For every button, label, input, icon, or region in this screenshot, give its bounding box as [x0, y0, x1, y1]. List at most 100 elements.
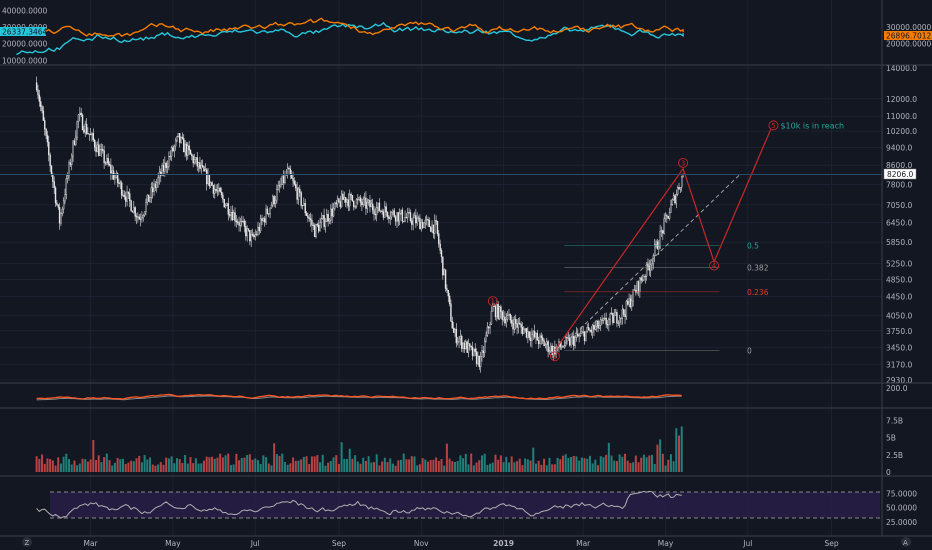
volume-bar: [240, 458, 243, 472]
volume-bar: [645, 457, 648, 472]
candle-body: [428, 219, 431, 228]
candle-body: [270, 204, 273, 209]
volume-bar: [559, 459, 562, 472]
candle-body: [359, 197, 362, 203]
candle-body: [49, 154, 51, 167]
candle-body: [361, 202, 363, 206]
volume-bar: [332, 457, 335, 472]
price-tick-label: 11000.0: [886, 112, 917, 121]
candle-body: [586, 327, 588, 332]
volume-bar: [86, 461, 89, 472]
scale-badge-right[interactable]: A: [901, 537, 911, 547]
volume-bar: [621, 456, 624, 472]
price-tick-label: 6450.0: [886, 219, 912, 228]
candle-body: [288, 167, 290, 170]
candle-body: [430, 226, 432, 232]
candle-body: [53, 181, 55, 188]
volume-bar: [124, 463, 127, 472]
volume-bar: [343, 458, 346, 472]
candle-body: [119, 182, 122, 184]
volume-bar: [68, 459, 71, 472]
price-tick-label: 3170.0: [886, 360, 912, 369]
volume-bar: [537, 460, 540, 472]
candle-body: [93, 139, 96, 148]
candle-body: [525, 328, 528, 338]
volume-bar: [405, 459, 408, 472]
volume-bar: [486, 464, 489, 472]
volume-bar: [259, 463, 262, 472]
volume-bar: [78, 463, 81, 472]
volume-bar: [46, 458, 49, 472]
candle-body: [659, 231, 661, 248]
candle-body: [274, 199, 277, 205]
x-tick-label: Mar: [84, 539, 99, 548]
volume-bar: [494, 454, 497, 472]
candle-body: [204, 169, 207, 172]
candle-body: [254, 234, 256, 238]
volume-bar: [167, 458, 170, 472]
candle-body: [378, 202, 381, 212]
volume-bar: [591, 463, 594, 472]
volume-bar: [356, 461, 359, 472]
volume-bar: [310, 456, 313, 472]
candle-body: [223, 199, 225, 208]
last-price-text: 8206.0: [887, 170, 913, 179]
candle-body: [501, 311, 503, 320]
candle-body: [312, 224, 314, 226]
candle-body: [474, 348, 476, 352]
volume-bar: [227, 453, 230, 472]
comparison-tick-left: 40000.0000: [2, 6, 48, 15]
candle-body: [173, 145, 175, 152]
candle-body: [160, 171, 162, 176]
candle-body: [427, 219, 429, 221]
candle-body: [528, 331, 530, 338]
volume-bar: [305, 456, 308, 472]
volume-bar: [597, 465, 600, 472]
candle-body: [515, 319, 517, 324]
candle-body: [89, 134, 92, 136]
candle-body: [477, 355, 479, 364]
candle-body: [35, 82, 38, 91]
volume-bar: [89, 459, 92, 472]
candle-body: [670, 204, 672, 213]
volume-bar: [435, 457, 438, 472]
candle-body: [338, 198, 340, 202]
candle-body: [614, 312, 617, 316]
candle-body: [446, 288, 448, 291]
volume-bar: [467, 464, 470, 472]
candle-body: [407, 212, 409, 218]
candle-body: [243, 220, 246, 227]
comparison-pane: 40000.0000 30000.0000 20000.0000 10000.0000…: [0, 6, 932, 65]
candle-body: [628, 298, 630, 305]
volume-bar: [383, 457, 386, 472]
candle-body: [212, 185, 215, 194]
candle-body: [550, 345, 552, 352]
candle-body: [235, 220, 238, 223]
candle-body: [48, 141, 50, 156]
candle-body: [459, 336, 462, 340]
candle-body: [467, 343, 470, 353]
candle-body: [660, 230, 663, 232]
candle-body: [327, 214, 329, 222]
scale-badge-left[interactable]: Z: [22, 537, 32, 547]
price-tick-label: 4050.0: [886, 311, 912, 320]
candle-body: [66, 175, 69, 179]
volume-bar: [583, 458, 586, 472]
volume-bars: [35, 426, 683, 472]
candle-body: [396, 212, 398, 222]
cyan-series-line: [16, 21, 684, 56]
candle-body: [111, 170, 113, 174]
candle-body: [400, 209, 402, 214]
candle-body: [542, 337, 544, 341]
volume-bar: [675, 428, 678, 472]
candle-body: [554, 346, 556, 355]
candle-body: [494, 305, 497, 318]
candle-body: [129, 193, 131, 201]
candle-body: [189, 149, 192, 155]
candle-body: [419, 217, 421, 230]
candle-body: [73, 140, 76, 145]
candle-body: [412, 217, 414, 225]
volume-bar: [618, 454, 621, 472]
candle-body: [164, 162, 166, 172]
